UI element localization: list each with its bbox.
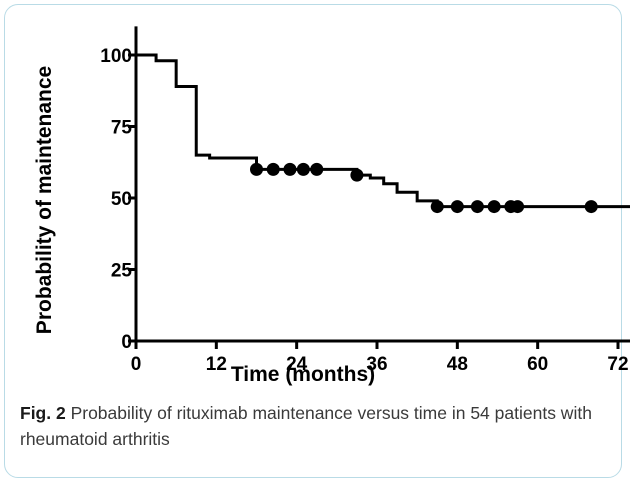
- x-axis-label: Time (months): [231, 363, 375, 386]
- censor-point: [430, 200, 444, 214]
- censor-point: [250, 162, 263, 176]
- x-tick-label: 24: [286, 354, 308, 375]
- censor-point: [310, 162, 324, 176]
- x-tick-label: 60: [527, 354, 548, 375]
- survival-chart: 0 12 24 36 48 60 72 0 25 50 75 100 Time (months) Pr…: [33, 26, 630, 386]
- x-tick-label: 72: [607, 354, 628, 375]
- censor-point: [511, 200, 525, 214]
- axes: 0 12 24 36 48 60 72 0 25 50 75 100: [100, 26, 630, 375]
- x-tick-label: 0: [131, 354, 142, 375]
- y-tick-label: 75: [111, 118, 133, 139]
- caption-text: Probability of rituximab maintenance ver…: [20, 403, 592, 449]
- y-axis-label: Probability of maintenance: [33, 66, 56, 334]
- x-tick-label: 36: [366, 354, 387, 375]
- x-tick-label: 12: [206, 354, 227, 375]
- caption-label: Fig. 2: [20, 403, 66, 423]
- censor-point: [350, 168, 364, 182]
- censor-markers: [250, 162, 598, 214]
- x-tick-label: 48: [447, 354, 468, 375]
- series-layer: [136, 53, 630, 209]
- censor-point: [283, 162, 297, 176]
- censor-point: [487, 200, 501, 214]
- survival-curve: [136, 53, 630, 209]
- censor-point: [470, 200, 484, 214]
- y-tick-label: 25: [111, 261, 133, 282]
- figure-frame: [4, 4, 622, 478]
- censor-point: [296, 162, 310, 176]
- y-tick-label: 50: [111, 189, 132, 210]
- y-tick-label: 0: [121, 332, 132, 353]
- y-tick-label: 100: [100, 46, 132, 67]
- censor-point: [266, 162, 280, 176]
- figure-caption: Fig. 2 Probability of rituximab maintena…: [20, 400, 610, 452]
- censor-point: [584, 200, 598, 214]
- censor-point: [450, 200, 464, 214]
